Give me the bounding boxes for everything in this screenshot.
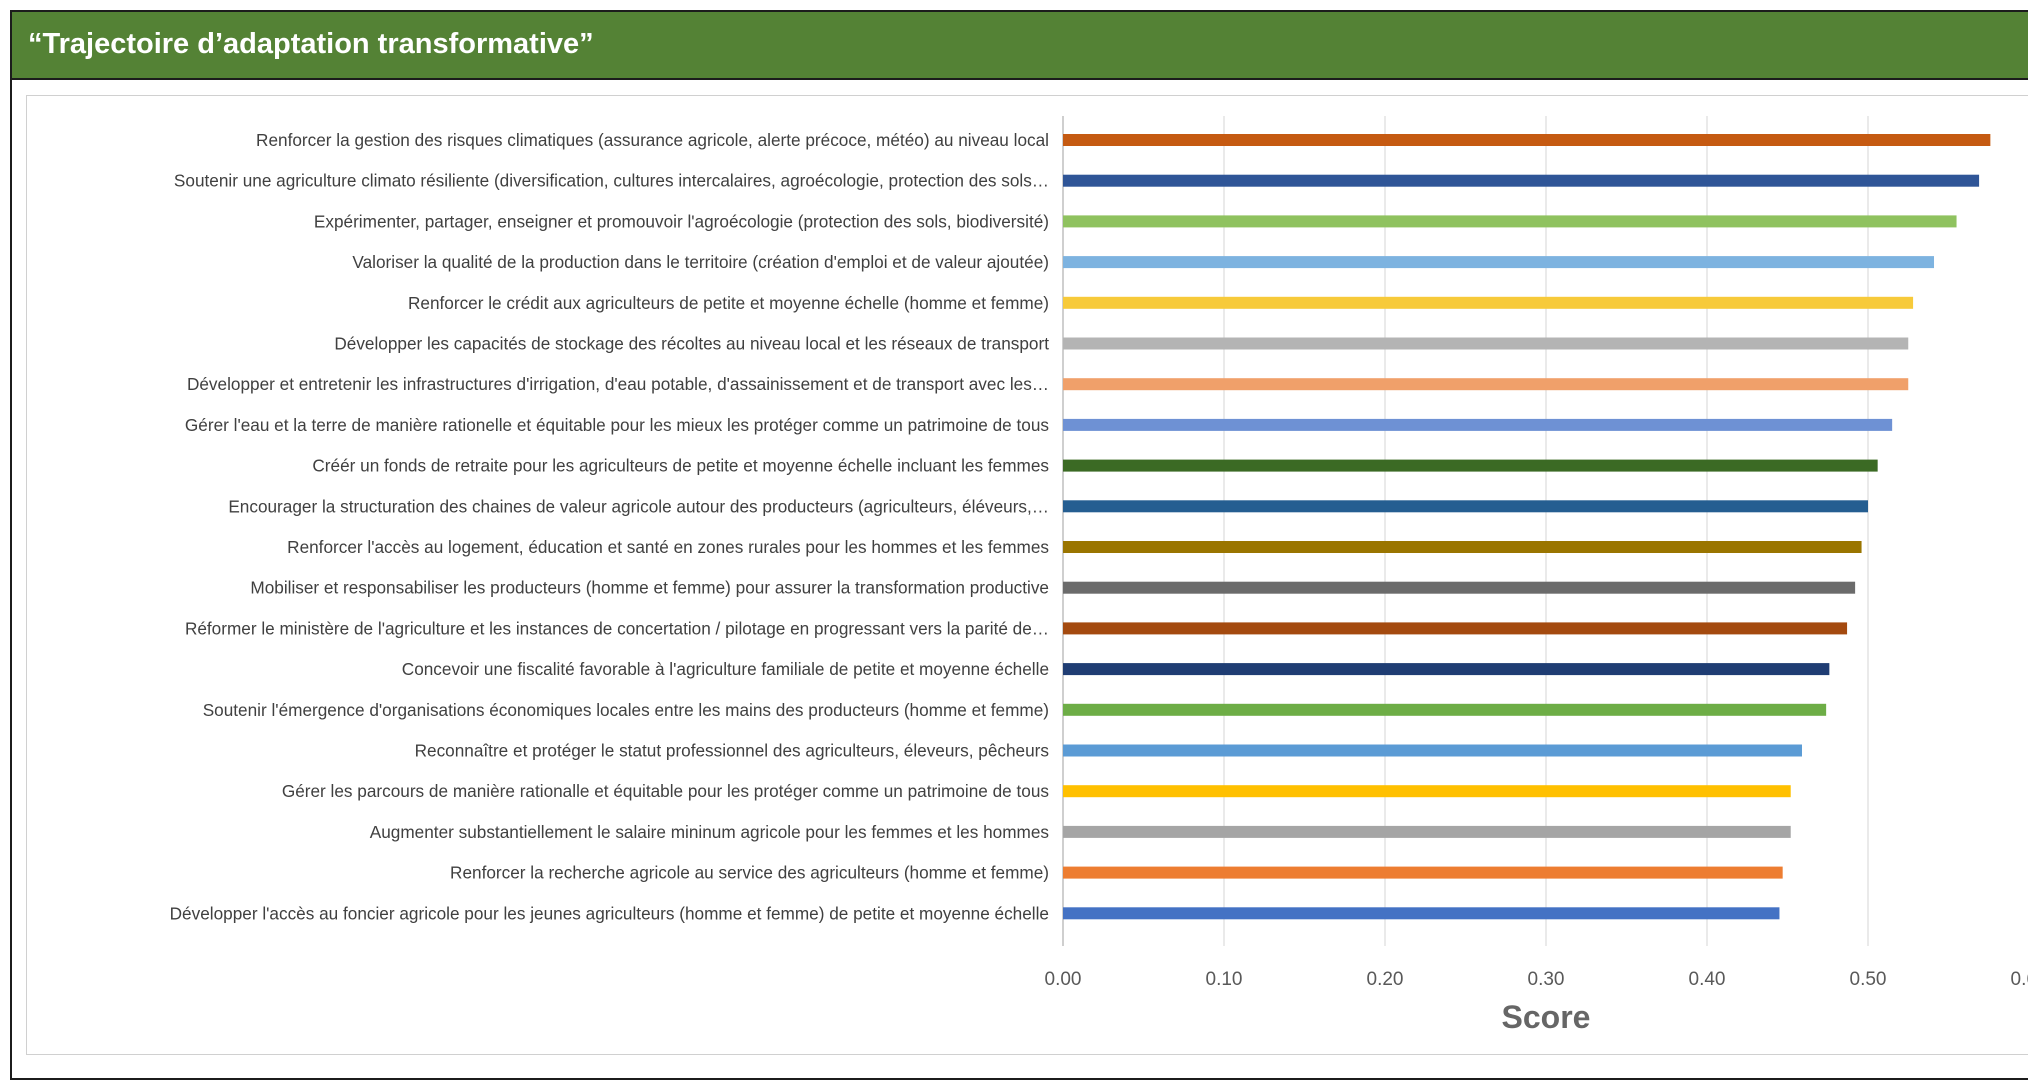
x-tick-label: 0.60 <box>2011 969 2028 990</box>
bar <box>1063 663 1830 676</box>
bar <box>1063 134 1991 146</box>
category-label: Soutenir une agriculture climato résilie… <box>174 171 1049 191</box>
figure-title: “Trajectoire d’adaptation transformative… <box>28 28 594 60</box>
bar <box>1063 541 1862 553</box>
category-label: Réformer le ministère de l'agriculture e… <box>185 618 1049 638</box>
bar <box>1063 174 1980 187</box>
category-label: Gérer les parcours de manière rationalle… <box>282 781 1049 801</box>
category-label: Expérimenter, partager, enseigner et pro… <box>314 211 1049 231</box>
category-label: Soutenir l'émergence d'organisations éco… <box>203 700 1049 720</box>
category-label: Développer et entretenir les infrastruct… <box>187 374 1049 394</box>
bar <box>1063 907 1780 920</box>
category-label: Renforcer l'accès au logement, éducation… <box>287 537 1049 557</box>
category-label: Augmenter substantiellement le salaire m… <box>370 822 1049 842</box>
bar <box>1063 703 1827 716</box>
bar <box>1063 744 1802 757</box>
category-label: Valoriser la qualité de la production da… <box>352 252 1049 272</box>
bar <box>1063 622 1848 635</box>
x-tick-label: 0.20 <box>1367 969 1404 990</box>
bar <box>1063 418 1893 431</box>
bar <box>1063 337 1909 350</box>
category-label: Créér un fonds de retraite pour les agri… <box>312 456 1049 476</box>
category-label: Développer les capacités de stockage des… <box>334 334 1049 354</box>
title-banner: “Trajectoire d’adaptation transformative… <box>12 12 2028 80</box>
bar <box>1063 866 1783 879</box>
x-axis-title: Score <box>1502 999 1591 1035</box>
category-label: Encourager la structuration des chaines … <box>228 496 1049 516</box>
category-label: Renforcer le crédit aux agriculteurs de … <box>408 293 1049 313</box>
category-label: Reconnaître et protéger le statut profes… <box>415 741 1049 761</box>
x-tick-label: 0.30 <box>1528 969 1565 990</box>
bar <box>1063 825 1791 838</box>
bar <box>1063 378 1909 391</box>
x-tick-label: 0.40 <box>1689 969 1726 990</box>
x-tick-label: 0.10 <box>1206 969 1243 990</box>
chart-area: 0.00 0.10 0.20 0.30 0.40 0.50 0.60 Score Renforc… <box>26 95 2028 1055</box>
category-label: Gérer l'eau et la terre de manière ratio… <box>185 415 1049 435</box>
bar <box>1063 215 1957 228</box>
bar <box>1063 296 1914 309</box>
category-label: Renforcer la recherche agricole au servi… <box>450 863 1049 883</box>
category-label: Mobiliser et responsabiliser les product… <box>250 578 1049 598</box>
bar <box>1063 256 1935 269</box>
x-tick-label: 0.00 <box>1045 969 1082 990</box>
bar <box>1063 459 1878 472</box>
horizontal-bar-chart: 0.00 0.10 0.20 0.30 0.40 0.50 0.60 Score Renforc… <box>170 116 2028 1035</box>
category-label: Concevoir une fiscalité favorable à l'ag… <box>402 659 1049 679</box>
category-label: Développer l'accès au foncier agricole p… <box>170 903 1049 923</box>
bar <box>1063 500 1868 513</box>
figure-frame: “Trajectoire d’adaptation transformative… <box>10 10 2028 1080</box>
category-label: Renforcer la gestion des risques climati… <box>256 130 1049 150</box>
bar <box>1063 581 1856 594</box>
x-tick-label: 0.50 <box>1850 969 1887 990</box>
bar <box>1063 785 1791 798</box>
